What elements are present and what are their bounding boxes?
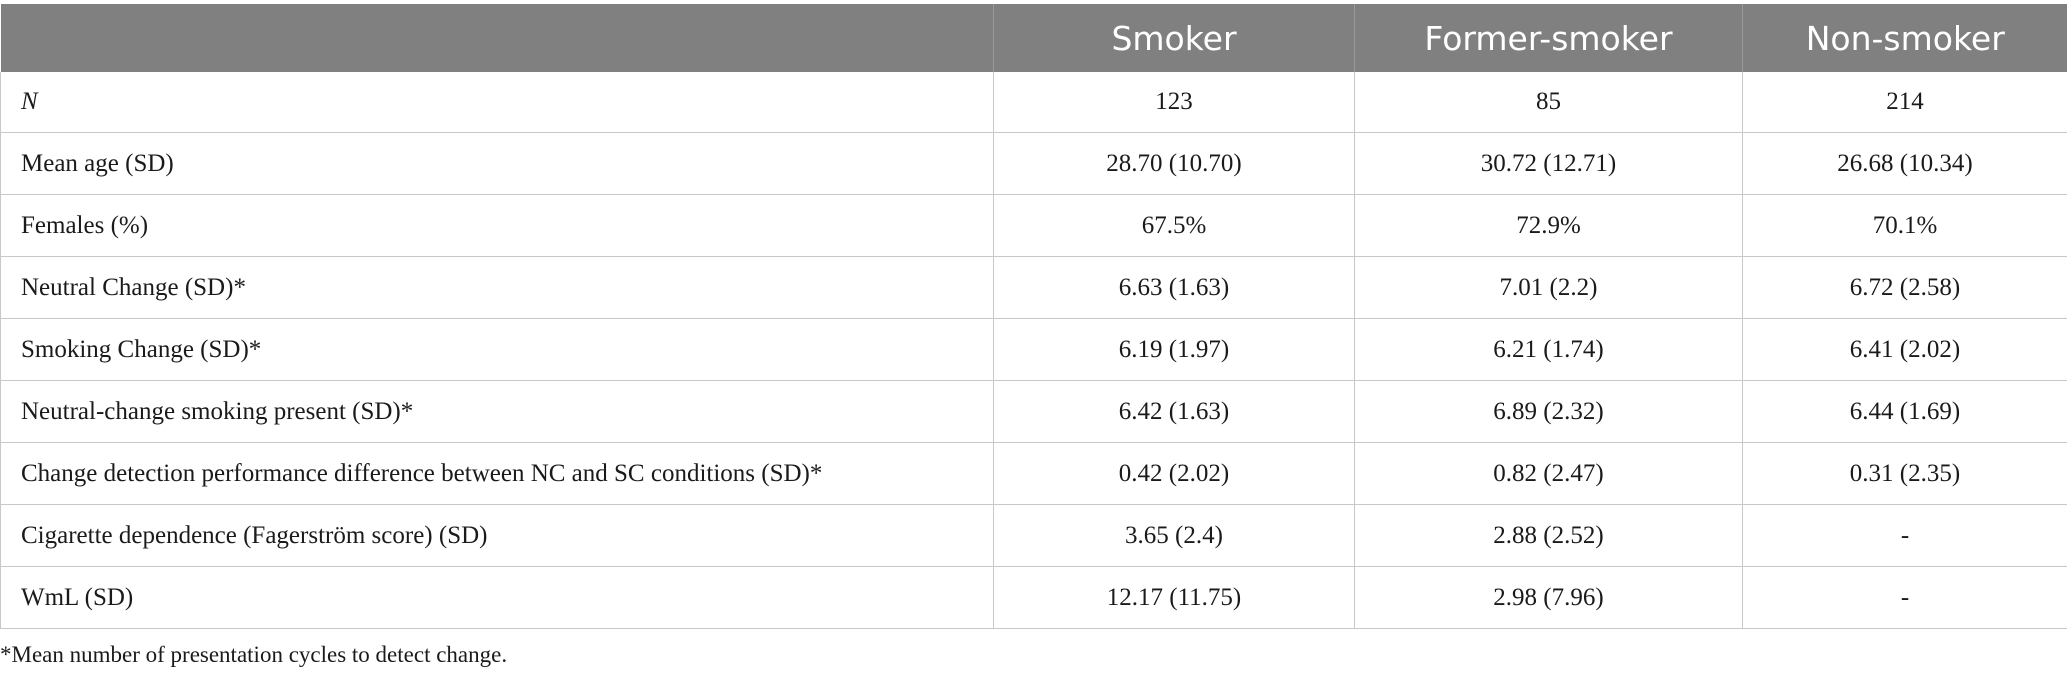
row-label: Smoking Change (SD)* <box>0 318 994 381</box>
cell-smoker: 6.63 (1.63) <box>993 256 1355 319</box>
row-label: N <box>0 72 994 133</box>
cell-former-smoker: 6.89 (2.32) <box>1354 380 1743 443</box>
row-label: Neutral-change smoking present (SD)* <box>0 380 994 443</box>
row-label: Neutral Change (SD)* <box>0 256 994 319</box>
cell-former-smoker: 2.98 (7.96) <box>1354 566 1743 629</box>
cell-smoker: 6.19 (1.97) <box>993 318 1355 381</box>
row-label: Change detection performance difference … <box>0 442 994 505</box>
cell-former-smoker: 2.88 (2.52) <box>1354 504 1743 567</box>
cell-non-smoker: 70.1% <box>1742 194 2067 257</box>
cell-smoker: 67.5% <box>993 194 1355 257</box>
cell-smoker: 6.42 (1.63) <box>993 380 1355 443</box>
cell-former-smoker: 7.01 (2.2) <box>1354 256 1743 319</box>
cell-non-smoker: 214 <box>1742 72 2067 133</box>
table-row: Cigarette dependence (Fagerström score) … <box>0 504 2067 567</box>
table-row: Neutral-change smoking present (SD)* 6.4… <box>0 380 2067 443</box>
row-label: WmL (SD) <box>0 566 994 629</box>
table-container: Smoker Former-smoker Non-smoker N 123 85… <box>0 4 2067 629</box>
cell-smoker: 123 <box>993 72 1355 133</box>
header-smoker: Smoker <box>993 4 1355 72</box>
cell-non-smoker: 0.31 (2.35) <box>1742 442 2067 505</box>
cell-non-smoker: 6.44 (1.69) <box>1742 380 2067 443</box>
table-row: WmL (SD) 12.17 (11.75) 2.98 (7.96) - <box>0 566 2067 629</box>
cell-smoker: 0.42 (2.02) <box>993 442 1355 505</box>
table-footnote: *Mean number of presentation cycles to d… <box>0 642 508 667</box>
table-row: Females (%) 67.5% 72.9% 70.1% <box>0 194 2067 257</box>
header-former-smoker: Former-smoker <box>1354 4 1743 72</box>
cell-former-smoker: 30.72 (12.71) <box>1354 132 1743 195</box>
cell-smoker: 12.17 (11.75) <box>993 566 1355 629</box>
header-non-smoker: Non-smoker <box>1742 4 2067 72</box>
cell-non-smoker: - <box>1742 566 2067 629</box>
table-row: Mean age (SD) 28.70 (10.70) 30.72 (12.71… <box>0 132 2067 195</box>
cell-former-smoker: 72.9% <box>1354 194 1743 257</box>
table-row: Smoking Change (SD)* 6.19 (1.97) 6.21 (1… <box>0 318 2067 381</box>
cell-former-smoker: 85 <box>1354 72 1743 133</box>
cell-former-smoker: 6.21 (1.74) <box>1354 318 1743 381</box>
cell-smoker: 3.65 (2.4) <box>993 504 1355 567</box>
table-row: Neutral Change (SD)* 6.63 (1.63) 7.01 (2… <box>0 256 2067 319</box>
header-row: Smoker Former-smoker Non-smoker <box>0 4 2067 72</box>
cell-former-smoker: 0.82 (2.47) <box>1354 442 1743 505</box>
cell-non-smoker: 26.68 (10.34) <box>1742 132 2067 195</box>
header-corner <box>0 4 994 72</box>
cell-smoker: 28.70 (10.70) <box>993 132 1355 195</box>
row-label: Mean age (SD) <box>0 132 994 195</box>
table-row: Change detection performance difference … <box>0 442 2067 505</box>
cell-non-smoker: 6.41 (2.02) <box>1742 318 2067 381</box>
row-label: Females (%) <box>0 194 994 257</box>
data-table: Smoker Former-smoker Non-smoker N 123 85… <box>0 4 2067 629</box>
cell-non-smoker: 6.72 (2.58) <box>1742 256 2067 319</box>
cell-non-smoker: - <box>1742 504 2067 567</box>
table-row: N 123 85 214 <box>0 72 2067 133</box>
row-label: Cigarette dependence (Fagerström score) … <box>0 504 994 567</box>
